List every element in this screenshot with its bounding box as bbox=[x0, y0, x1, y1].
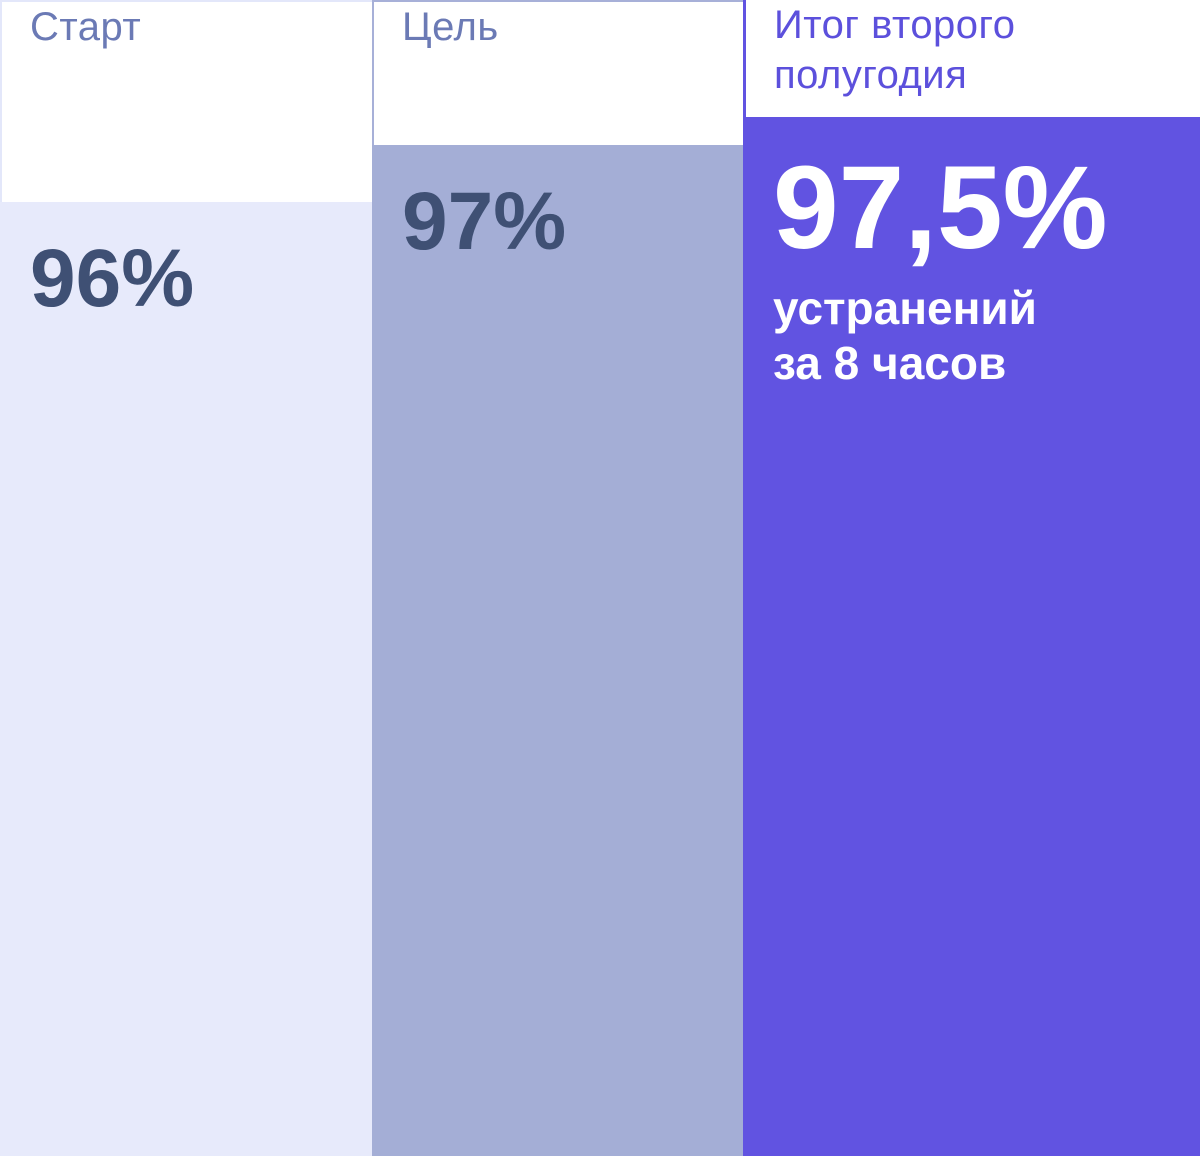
bar-start: 96% bbox=[0, 202, 372, 1156]
column-goal: Цель 97% bbox=[372, 0, 743, 1156]
column-goal-label: Цель bbox=[402, 5, 499, 49]
column-result: Итог второго полугодия 97,5% устранений … bbox=[743, 0, 1200, 1156]
bar-start-value: 96% bbox=[30, 233, 195, 324]
bar-result-sublabel: устранений за 8 часов bbox=[773, 282, 1037, 389]
column-start-label: Старт bbox=[30, 5, 142, 49]
bar-goal-value: 97% bbox=[402, 176, 567, 267]
bar-result: 97,5% устранений за 8 часов bbox=[743, 117, 1200, 1156]
column-start-header: Старт bbox=[0, 0, 372, 202]
column-result-label: Итог второго полугодия bbox=[774, 3, 1016, 97]
column-result-header: Итог второго полугодия bbox=[743, 0, 1200, 117]
column-goal-header: Цель bbox=[372, 0, 743, 145]
bar-goal: 97% bbox=[372, 145, 743, 1156]
column-start: Старт 96% bbox=[0, 0, 372, 1156]
bar-result-value: 97,5% bbox=[773, 142, 1108, 274]
